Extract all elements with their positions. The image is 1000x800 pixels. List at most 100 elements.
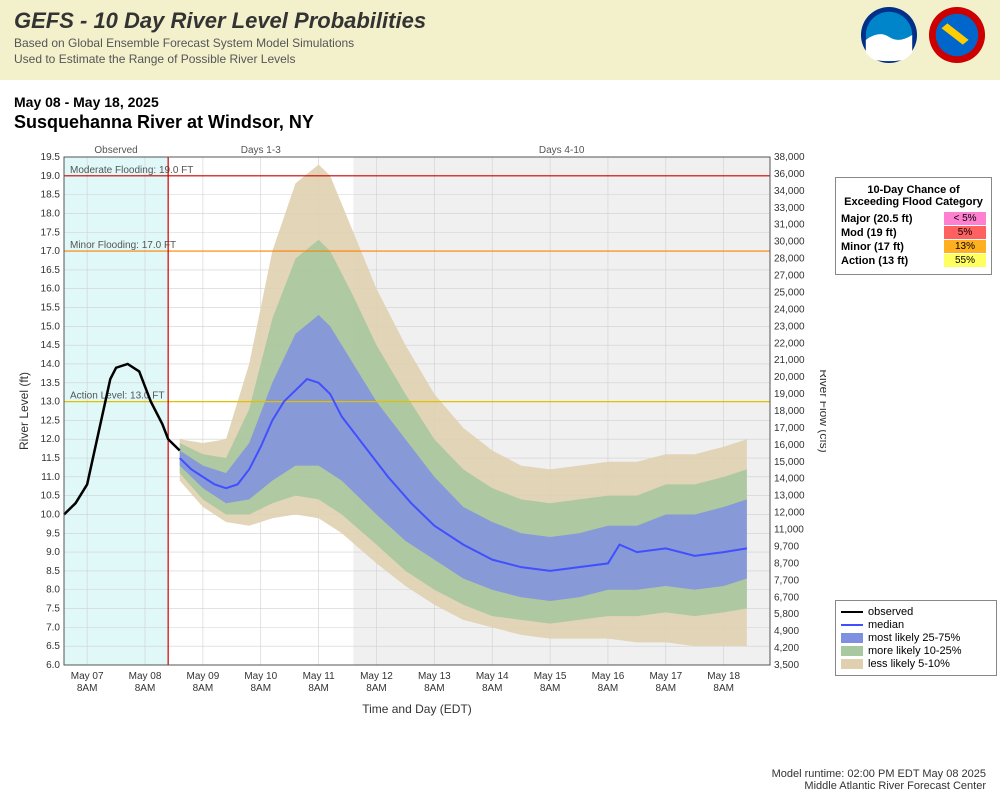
svg-text:18.0: 18.0 <box>41 208 61 219</box>
svg-text:20,000: 20,000 <box>774 372 805 383</box>
series-legend: observedmedianmost likely 25-75%more lik… <box>835 600 997 676</box>
svg-text:Moderate Flooding: 19.0 FT: Moderate Flooding: 19.0 FT <box>70 165 193 176</box>
svg-text:14,000: 14,000 <box>774 474 805 485</box>
svg-text:30,000: 30,000 <box>774 237 805 248</box>
svg-text:9,700: 9,700 <box>774 541 799 552</box>
svg-text:12,000: 12,000 <box>774 508 805 519</box>
noaa-logo <box>860 6 918 64</box>
svg-text:22,000: 22,000 <box>774 338 805 349</box>
svg-text:River Flow (cfs): River Flow (cfs) <box>817 369 826 452</box>
footer: Model runtime: 02:00 PM EDT May 08 2025 … <box>772 768 986 792</box>
svg-text:10.0: 10.0 <box>41 509 61 520</box>
location-title: Susquehanna River at Windsor, NY <box>14 112 986 133</box>
svg-text:9.5: 9.5 <box>46 528 60 539</box>
svg-text:Observed: Observed <box>94 145 137 156</box>
svg-text:Days 4-10: Days 4-10 <box>539 145 585 156</box>
svg-text:Minor Flooding: 17.0 FT: Minor Flooding: 17.0 FT <box>70 240 176 251</box>
svg-text:16.0: 16.0 <box>41 284 61 295</box>
svg-text:8AM: 8AM <box>598 683 619 694</box>
date-range: May 08 - May 18, 2025 <box>14 94 986 110</box>
svg-text:11,000: 11,000 <box>774 525 804 536</box>
svg-text:May 13: May 13 <box>418 671 451 682</box>
svg-text:8AM: 8AM <box>540 683 561 694</box>
svg-text:Time and Day (EDT): Time and Day (EDT) <box>362 702 472 716</box>
nws-logo <box>928 6 986 64</box>
logos <box>860 6 986 64</box>
svg-text:8.0: 8.0 <box>46 585 60 596</box>
subtitle-2: Used to Estimate the Range of Possible R… <box>14 52 986 66</box>
svg-text:8AM: 8AM <box>366 683 387 694</box>
svg-text:8AM: 8AM <box>482 683 503 694</box>
svg-text:27,000: 27,000 <box>774 271 805 282</box>
svg-text:24,000: 24,000 <box>774 304 805 315</box>
svg-text:16,000: 16,000 <box>774 440 805 451</box>
page-title: GEFS - 10 Day River Level Probabilities <box>14 8 986 34</box>
legend-item: most likely 25-75% <box>841 632 991 644</box>
svg-text:13.5: 13.5 <box>41 378 61 389</box>
svg-text:15,000: 15,000 <box>774 457 805 468</box>
svg-text:May 18: May 18 <box>707 671 740 682</box>
svg-text:19.5: 19.5 <box>41 152 61 163</box>
svg-text:25,000: 25,000 <box>774 287 805 298</box>
svg-text:8AM: 8AM <box>250 683 271 694</box>
svg-text:19.0: 19.0 <box>41 171 61 182</box>
svg-text:14.5: 14.5 <box>41 340 61 351</box>
svg-text:May 14: May 14 <box>476 671 509 682</box>
svg-text:May 12: May 12 <box>360 671 393 682</box>
svg-text:8AM: 8AM <box>193 683 214 694</box>
svg-text:May 16: May 16 <box>592 671 625 682</box>
svg-text:33,000: 33,000 <box>774 203 805 214</box>
svg-text:8.5: 8.5 <box>46 566 60 577</box>
legend-item: less likely 5-10% <box>841 658 991 670</box>
svg-text:13.0: 13.0 <box>41 397 61 408</box>
exceedance-row: Action (13 ft)55% <box>841 254 986 267</box>
exceedance-legend: 10-Day Chance of Exceeding Flood Categor… <box>835 177 992 275</box>
forecast-center: Middle Atlantic River Forecast Center <box>772 780 986 792</box>
legend-item: more likely 10-25% <box>841 645 991 657</box>
model-runtime: Model runtime: 02:00 PM EDT May 08 2025 <box>772 768 986 780</box>
svg-text:8AM: 8AM <box>656 683 677 694</box>
svg-text:4,900: 4,900 <box>774 626 799 637</box>
svg-text:31,000: 31,000 <box>774 220 805 231</box>
svg-text:17.0: 17.0 <box>41 246 61 257</box>
svg-text:May 09: May 09 <box>186 671 219 682</box>
svg-text:21,000: 21,000 <box>774 355 805 366</box>
svg-text:13,000: 13,000 <box>774 491 805 502</box>
exceedance-row: Minor (17 ft)13% <box>841 240 986 253</box>
svg-text:8,700: 8,700 <box>774 558 799 569</box>
svg-text:15.0: 15.0 <box>41 321 61 332</box>
svg-text:5,800: 5,800 <box>774 609 799 620</box>
svg-text:May 11: May 11 <box>303 671 335 682</box>
subtitle-1: Based on Global Ensemble Forecast System… <box>14 36 986 50</box>
svg-text:7.0: 7.0 <box>46 622 60 633</box>
svg-text:7,700: 7,700 <box>774 575 799 586</box>
svg-text:28,000: 28,000 <box>774 254 805 265</box>
svg-text:8AM: 8AM <box>308 683 329 694</box>
svg-text:34,000: 34,000 <box>774 186 805 197</box>
svg-text:8AM: 8AM <box>135 683 156 694</box>
exceedance-title: 10-Day Chance of Exceeding Flood Categor… <box>841 184 986 208</box>
svg-text:19,000: 19,000 <box>774 389 805 400</box>
chart: 6.06.57.07.58.08.59.09.510.010.511.011.5… <box>14 139 826 719</box>
svg-text:3,500: 3,500 <box>774 660 799 671</box>
svg-text:23,000: 23,000 <box>774 321 805 332</box>
svg-text:15.5: 15.5 <box>41 303 61 314</box>
svg-text:8AM: 8AM <box>77 683 98 694</box>
svg-text:9.0: 9.0 <box>46 547 60 558</box>
svg-text:6,700: 6,700 <box>774 592 799 603</box>
svg-text:8AM: 8AM <box>713 683 734 694</box>
svg-text:17,000: 17,000 <box>774 423 805 434</box>
header: GEFS - 10 Day River Level Probabilities … <box>0 0 1000 80</box>
legend-item: observed <box>841 606 991 618</box>
svg-text:12.5: 12.5 <box>41 415 61 426</box>
exceedance-row: Mod (19 ft)5% <box>841 226 986 239</box>
legend-item: median <box>841 619 991 631</box>
svg-text:18,000: 18,000 <box>774 406 805 417</box>
svg-text:6.0: 6.0 <box>46 660 60 671</box>
svg-text:River Level (ft): River Level (ft) <box>17 372 31 450</box>
svg-text:May 07: May 07 <box>71 671 104 682</box>
svg-text:Days 1-3: Days 1-3 <box>241 145 281 156</box>
svg-text:16.5: 16.5 <box>41 265 61 276</box>
svg-text:4,200: 4,200 <box>774 643 799 654</box>
svg-text:12.0: 12.0 <box>41 434 61 445</box>
